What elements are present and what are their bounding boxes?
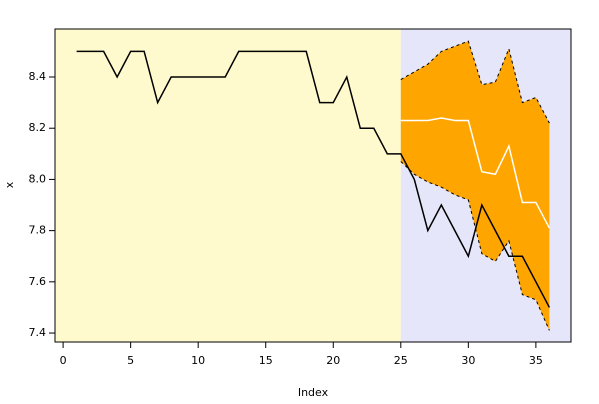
series-line [400,117,551,229]
x-tick-label: 5 [127,354,134,367]
x-tick-label: 20 [326,354,340,367]
x-tick-label: 10 [191,354,205,367]
y-axis-label: x [3,181,16,188]
forecast-band [400,41,550,331]
x-tick-label: 30 [461,354,475,367]
x-tick-label: 0 [60,354,67,367]
y-tick-label: 8.4 [29,70,47,83]
y-tick-label: 7.8 [29,224,47,237]
y-tick-label: 7.6 [29,275,47,288]
x-tick-label: 35 [529,354,543,367]
y-tick-label: 8.0 [29,172,47,185]
x-tick-label: 15 [259,354,273,367]
lower-bound [400,161,550,331]
history-region [55,29,401,342]
x-axis-label: Index [298,386,329,399]
plot-frame [54,28,572,343]
y-tick-label: 8.2 [29,121,47,134]
y-tick-label: 7.4 [29,326,47,339]
series-line [76,50,551,308]
x-tick-label: 25 [394,354,408,367]
